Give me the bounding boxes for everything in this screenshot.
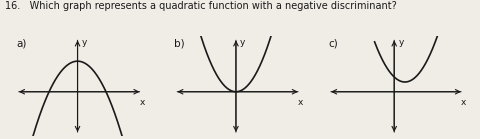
Text: 16.   Which graph represents a quadratic function with a negative discriminant?: 16. Which graph represents a quadratic f… (5, 1, 396, 11)
Text: x: x (140, 98, 145, 107)
Text: y: y (82, 38, 87, 47)
Text: y: y (240, 38, 245, 47)
Text: a): a) (16, 39, 26, 49)
Text: y: y (398, 38, 404, 47)
Text: x: x (461, 98, 467, 107)
Text: x: x (298, 98, 303, 107)
Text: b): b) (174, 39, 185, 49)
Text: c): c) (328, 39, 338, 49)
